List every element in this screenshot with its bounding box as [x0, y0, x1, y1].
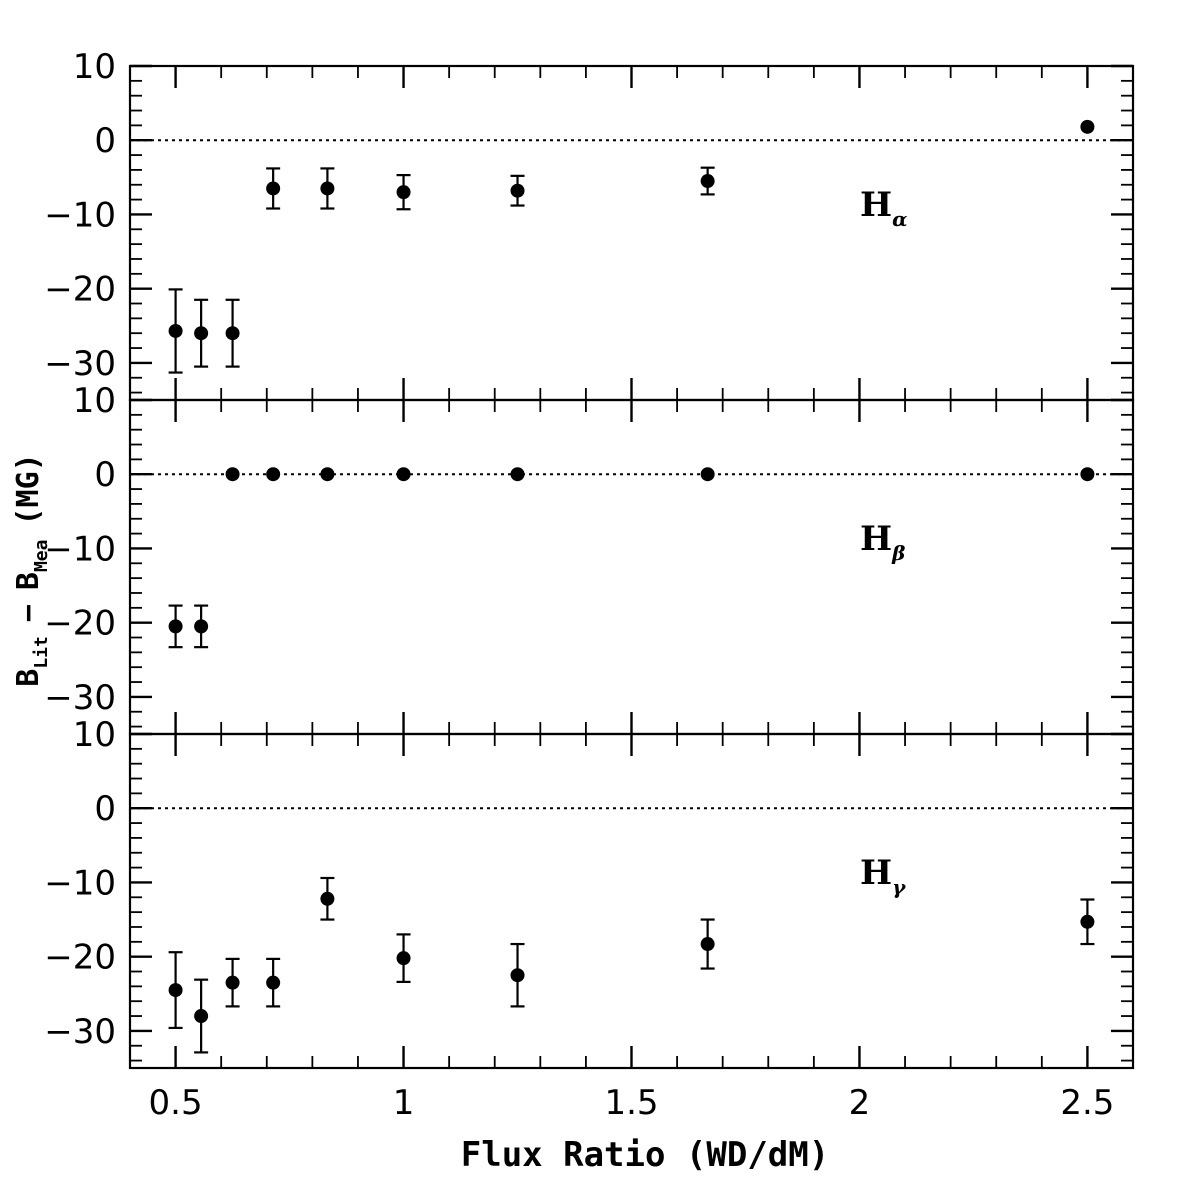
- data-point: [510, 183, 525, 198]
- data-point: [194, 326, 209, 341]
- panel-label: Hα: [860, 185, 908, 231]
- y-tick-label: −30: [44, 1012, 116, 1052]
- panel-label-main: H: [860, 185, 892, 225]
- y-tick-label: −10: [44, 195, 116, 235]
- y-tick-label: −20: [44, 604, 116, 644]
- x-tick-label: 0.5: [149, 1083, 203, 1123]
- data-point: [700, 467, 715, 482]
- data-point: [168, 619, 183, 634]
- x-axis-title: Flux Ratio (WD/dM): [461, 1135, 829, 1175]
- data-point: [168, 983, 183, 998]
- data-point: [396, 467, 411, 482]
- x-tick-label: 1: [393, 1083, 415, 1123]
- data-point: [320, 891, 335, 906]
- panel-label-sub: β: [891, 541, 905, 565]
- y-axis-title-sub2: Mea: [31, 540, 52, 573]
- y-tick-label: 10: [73, 381, 116, 421]
- y-axis-title: BLit−BMea(MG): [11, 453, 52, 686]
- data-point: [266, 181, 281, 196]
- panel-label-sub: α: [892, 207, 907, 231]
- data-point: [225, 975, 240, 990]
- y-tick-label: 0: [94, 455, 116, 495]
- x-tick-label: 2: [849, 1083, 871, 1123]
- panel-3: 10 0 −10 −20 −30 Hγ: [44, 715, 1135, 1070]
- y-axis-title-unit: (MG): [11, 453, 46, 525]
- data-point: [320, 467, 335, 482]
- data-point: [225, 326, 240, 341]
- data-point: [194, 1009, 209, 1024]
- x-tick-label: 1.5: [604, 1083, 658, 1123]
- data-point: [168, 323, 183, 338]
- data-point: [266, 975, 281, 990]
- y-tick-label: 0: [94, 789, 116, 829]
- y-axis-title-b1: B: [11, 669, 46, 687]
- x-tick-label: 2.5: [1060, 1083, 1114, 1123]
- y-axis-title-sub1: Lit: [31, 636, 52, 669]
- data-point: [396, 185, 411, 200]
- data-point: [320, 181, 335, 196]
- panel-1: 10 0 −10 −20 −30 Hα: [44, 47, 1135, 402]
- data-point: [225, 467, 240, 482]
- data-point: [510, 467, 525, 482]
- panel-label-sub: γ: [892, 875, 906, 899]
- y-tick-label: 0: [94, 121, 116, 161]
- y-tick-label: −30: [44, 678, 116, 718]
- y-tick-label: −10: [44, 529, 116, 569]
- y-tick-label: −20: [44, 270, 116, 310]
- y-tick-label: −30: [44, 344, 116, 384]
- data-point: [194, 619, 209, 634]
- panel-2: 10 0 −10 −20 −30 Hβ: [44, 381, 1135, 736]
- y-axis-title-minus: −: [11, 604, 46, 622]
- panel-label-main: H: [860, 853, 892, 893]
- panel-label: Hβ: [860, 519, 905, 565]
- data-point: [1080, 467, 1095, 482]
- data-point: [700, 174, 715, 189]
- y-tick-label: 10: [73, 715, 116, 755]
- y-tick-label: 10: [73, 47, 116, 87]
- data-point: [1080, 914, 1095, 929]
- data-point: [396, 951, 411, 966]
- data-point: [510, 968, 525, 983]
- data-point: [266, 467, 281, 482]
- panel-label: Hγ: [860, 853, 906, 899]
- y-axis-title-b2: B: [11, 572, 46, 590]
- panels: 10 0 −10 −20 −30 Hα 10 0 −10 −20 −30 Hβ 10 0 −10 −20 −30…: [44, 47, 1135, 1123]
- data-point: [700, 937, 715, 952]
- panel-label-main: H: [860, 519, 892, 559]
- data-point: [1080, 119, 1095, 134]
- y-tick-label: −20: [44, 938, 116, 978]
- y-tick-label: −10: [44, 863, 116, 903]
